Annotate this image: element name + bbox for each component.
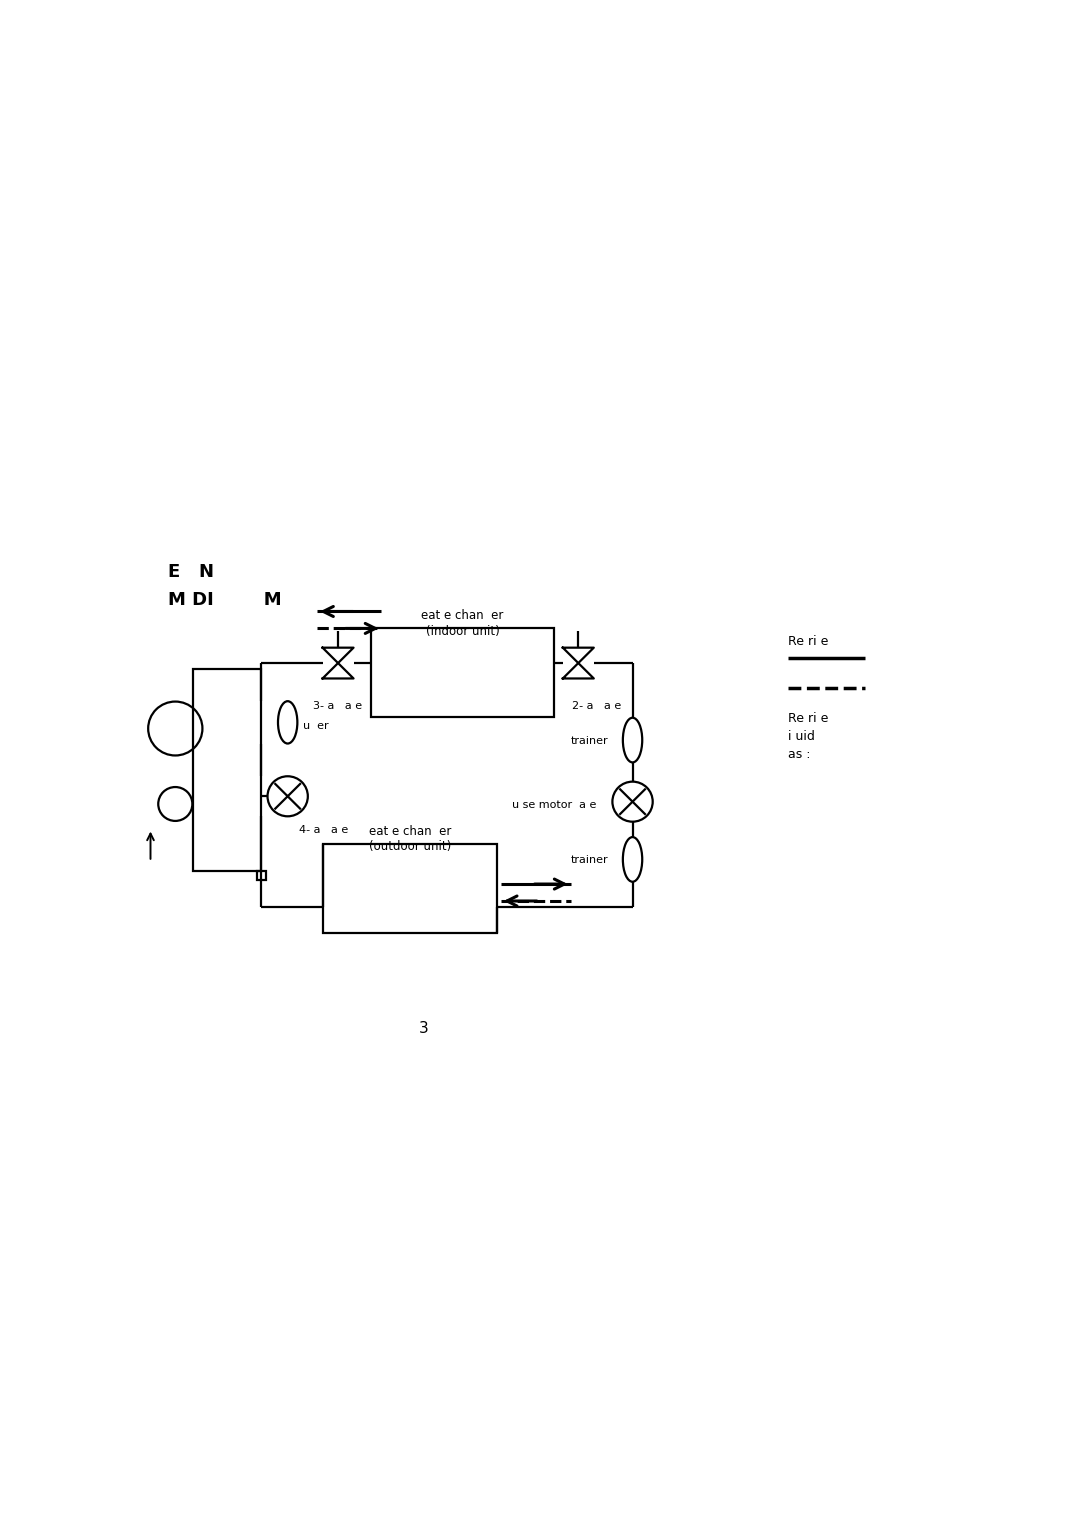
Text: i uid: i uid bbox=[787, 730, 814, 743]
Text: M DI        M: M DI M bbox=[167, 591, 281, 610]
Text: 3: 3 bbox=[418, 1021, 428, 1036]
Text: (outdoor unit): (outdoor unit) bbox=[368, 840, 450, 853]
Text: trainer: trainer bbox=[570, 856, 608, 865]
Text: 3- a   a e: 3- a a e bbox=[313, 701, 363, 711]
Text: Re ri e: Re ri e bbox=[787, 712, 828, 726]
Bar bbox=[193, 669, 261, 871]
Bar bbox=[372, 628, 554, 717]
Text: trainer: trainer bbox=[570, 736, 608, 746]
Text: as :: as : bbox=[787, 747, 810, 761]
Text: eat e chan  er: eat e chan er bbox=[368, 825, 451, 837]
Text: 2- a   a e: 2- a a e bbox=[572, 701, 621, 711]
Text: (indoor unit): (indoor unit) bbox=[426, 625, 499, 637]
Text: Re ri e: Re ri e bbox=[787, 636, 828, 648]
Text: 4- a   a e: 4- a a e bbox=[299, 825, 349, 836]
Text: u se motor  a e: u se motor a e bbox=[512, 799, 597, 810]
Text: u  er: u er bbox=[303, 721, 328, 730]
Text: eat e chan  er: eat e chan er bbox=[421, 610, 503, 622]
Text: E   N: E N bbox=[167, 562, 214, 581]
Bar bbox=[257, 871, 266, 880]
Bar bbox=[323, 843, 497, 932]
